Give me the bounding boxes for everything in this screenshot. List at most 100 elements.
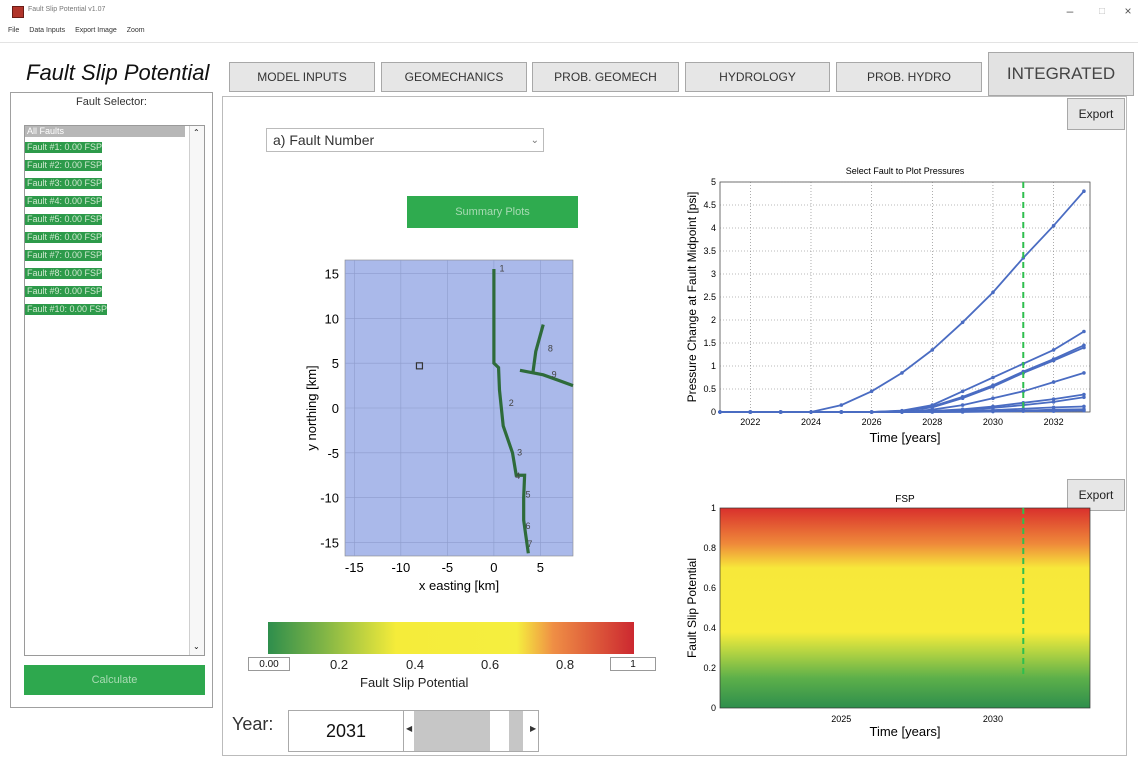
- pressure-y-tick-label: 1.5: [703, 338, 716, 348]
- fsp-xlabel: Time [years]: [869, 724, 940, 739]
- colorbar-tick: 0.8: [556, 657, 575, 672]
- pressure-point: [1021, 409, 1026, 413]
- well-marker: [415, 362, 424, 370]
- pressure-ylabel: Pressure Change at Fault Midpoint [psi]: [685, 192, 699, 403]
- map-y-tick-label: 0: [332, 401, 339, 416]
- fault-number-label: 6: [526, 521, 531, 531]
- list-item[interactable]: Fault #6: 0.00 FSP: [25, 232, 103, 243]
- scroll-up-icon[interactable]: ⌃: [193, 128, 200, 137]
- year-slider[interactable]: ◀ ▶: [403, 710, 539, 752]
- map-y-tick-label: 10: [325, 311, 339, 326]
- list-item[interactable]: Fault #2: 0.00 FSP: [25, 160, 103, 171]
- pressure-xlabel: Time [years]: [869, 430, 940, 445]
- integrated-panel: [222, 96, 1127, 756]
- list-item[interactable]: Fault #1: 0.00 FSP: [25, 142, 103, 153]
- list-item[interactable]: Fault #5: 0.00 FSP: [25, 214, 103, 225]
- pressure-point: [1082, 404, 1086, 409]
- map-ylabel: y northing [km]: [304, 365, 319, 450]
- menu-export-image[interactable]: Export Image: [75, 27, 117, 34]
- map-y-tick-label: 15: [325, 266, 339, 281]
- pressure-point: [960, 320, 965, 325]
- pressure-point: [1082, 329, 1086, 334]
- minimize-button[interactable]: –: [1066, 4, 1074, 18]
- pressure-x-tick-label: 2022: [740, 417, 760, 427]
- tab-hydrology[interactable]: HYDROLOGY: [685, 62, 830, 92]
- tab-integrated[interactable]: INTEGRATED: [988, 52, 1134, 96]
- pressure-point: [1051, 397, 1056, 401]
- pressure-title: Select Fault to Plot Pressures: [846, 166, 965, 176]
- pressure-point: [839, 410, 844, 414]
- pressure-y-tick-label: 0.5: [703, 384, 716, 394]
- pressure-point: [748, 410, 753, 414]
- list-item[interactable]: Fault #4: 0.00 FSP: [25, 196, 103, 207]
- fsp-y-tick-label: 0.2: [703, 663, 716, 673]
- maximize-button[interactable]: □: [1098, 6, 1106, 17]
- fault-number-label: 9: [552, 370, 557, 380]
- list-item[interactable]: Fault #10: 0.00 FSP: [25, 304, 108, 315]
- year-field[interactable]: 2031: [288, 710, 404, 752]
- list-item[interactable]: Fault #3: 0.00 FSP: [25, 178, 103, 189]
- list-item[interactable]: Fault #7: 0.00 FSP: [25, 250, 103, 261]
- pressure-point: [991, 384, 995, 389]
- export-fsp-button[interactable]: Export: [1067, 479, 1125, 511]
- slider-left-arrow-icon[interactable]: ◀: [406, 724, 413, 733]
- map-faults: [415, 268, 574, 554]
- colorbar-max-field[interactable]: 1: [610, 657, 656, 671]
- map-x-tick-label: 0: [490, 560, 497, 575]
- map-fault-labels: 1 2 3 45 6 7 8 9: [499, 264, 556, 549]
- fsp-title: FSP: [895, 494, 915, 505]
- fault-trace: [519, 368, 574, 388]
- colorbar-min-field[interactable]: 0.00: [248, 657, 290, 671]
- menu-data-inputs[interactable]: Data Inputs: [29, 27, 66, 34]
- list-item-all-faults[interactable]: All Faults: [25, 126, 185, 137]
- pressure-point: [960, 389, 965, 394]
- pressure-y-tick-label: 4: [711, 223, 716, 233]
- fault-listbox[interactable]: All Faults Fault #1: 0.00 FSP Fault #2: …: [24, 125, 205, 656]
- tab-prob-geomech[interactable]: PROB. GEOMECH: [532, 62, 679, 92]
- pressure-grid: [720, 181, 1090, 413]
- map-x-tick-label: -10: [391, 560, 410, 575]
- scroll-down-icon[interactable]: ⌄: [193, 642, 200, 651]
- pressure-plot-area: [719, 181, 1091, 413]
- window-title: Fault Slip Potential v1.07: [28, 6, 106, 13]
- pressure-point: [991, 290, 995, 295]
- export-pressure-button[interactable]: Export: [1067, 98, 1125, 130]
- tab-geomechanics[interactable]: GEOMECHANICS: [381, 62, 527, 92]
- pressure-chart[interactable]: 2022 2024 2026 2028 2030 2032 0 0.5 1 1.5 2 2.5 3 3.5…: [680, 160, 1100, 455]
- colorbar-tick: 0.6: [481, 657, 500, 672]
- pressure-point: [1082, 371, 1086, 375]
- fault-number-label: 1: [499, 264, 504, 274]
- pressure-ticks: 2022 2024 2026 2028 2030 2032 0 0.5 1 1.5 2 2.5 3 3.5…: [703, 177, 1063, 427]
- fault-number-label: 2: [509, 398, 514, 408]
- fault-label-dropdown[interactable]: a) Fault Number ⌄: [266, 128, 544, 152]
- fsp-colorbar: [268, 622, 634, 654]
- pressure-y-tick-label: 3.5: [703, 246, 716, 256]
- fsp-plot-border: [719, 507, 1091, 709]
- list-item[interactable]: Fault #9: 0.00 FSP: [25, 286, 103, 297]
- summary-plots-button[interactable]: Summary Plots: [407, 196, 578, 228]
- tab-model-inputs[interactable]: MODEL INPUTS: [229, 62, 375, 92]
- slider-right-arrow-icon[interactable]: ▶: [530, 724, 537, 733]
- map-grid: [345, 260, 573, 556]
- pressure-point: [1051, 358, 1056, 363]
- list-item[interactable]: Fault #8: 0.00 FSP: [25, 268, 103, 279]
- close-button[interactable]: ×: [1124, 4, 1132, 18]
- fsp-y-tick-label: 0.4: [703, 623, 716, 633]
- slider-track-fill: [414, 711, 490, 751]
- pressure-point: [900, 410, 904, 414]
- slider-thumb[interactable]: [509, 711, 523, 751]
- fault-number-label: 3: [517, 448, 522, 458]
- menu-zoom[interactable]: Zoom: [126, 27, 145, 34]
- pressure-point: [1082, 408, 1086, 413]
- menu-file[interactable]: File: [8, 27, 20, 34]
- fsp-x-tick-label: 2025: [831, 714, 851, 724]
- map-y-tick-label: -5: [327, 446, 339, 461]
- listbox-scrollbar[interactable]: ⌃ ⌄: [189, 126, 204, 655]
- map-y-tick-label: -10: [320, 491, 339, 506]
- pressure-point: [1051, 380, 1056, 384]
- tab-prob-hydro[interactable]: PROB. HYDRO: [836, 62, 982, 92]
- calculate-button[interactable]: Calculate: [24, 665, 205, 695]
- pressure-point: [991, 375, 995, 380]
